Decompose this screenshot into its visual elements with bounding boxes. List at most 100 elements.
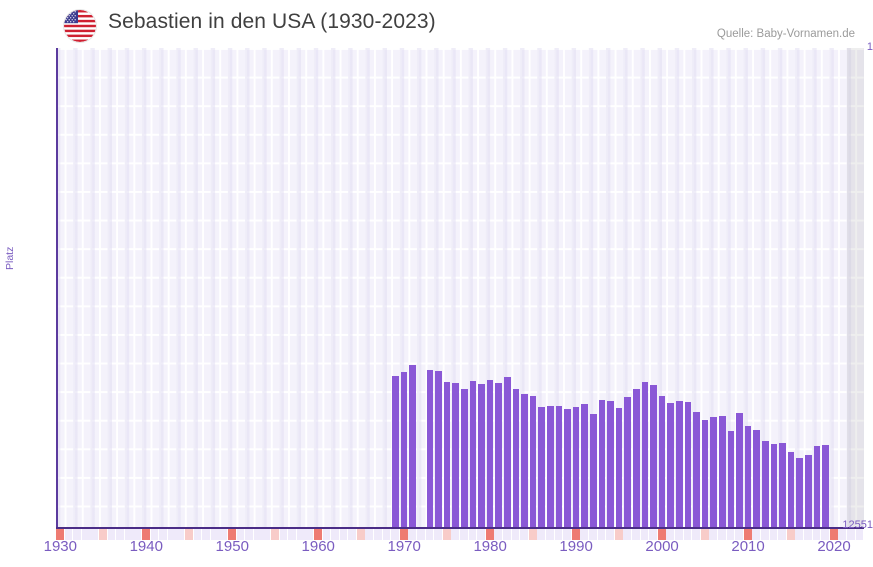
bar bbox=[547, 406, 554, 527]
bar bbox=[443, 382, 451, 527]
bar bbox=[718, 416, 726, 527]
tick-cell bbox=[640, 529, 649, 540]
tick-cell bbox=[666, 529, 675, 540]
us-flag-icon bbox=[64, 10, 96, 42]
tick-cell bbox=[124, 529, 133, 540]
tick-cell bbox=[374, 529, 382, 540]
bar bbox=[615, 408, 623, 527]
bar bbox=[607, 401, 614, 527]
x-axis-line bbox=[56, 527, 864, 529]
tick-cell bbox=[795, 529, 804, 540]
bar bbox=[744, 426, 752, 527]
tick-cell bbox=[494, 529, 503, 540]
tick-cell bbox=[674, 529, 683, 540]
tick-cell bbox=[236, 529, 245, 540]
tick-mark-minor bbox=[700, 529, 709, 540]
bar bbox=[581, 404, 588, 527]
tick-cell bbox=[606, 529, 614, 540]
bar bbox=[710, 417, 717, 527]
tick-mark-minor bbox=[528, 529, 537, 540]
y-axis-title: Platz bbox=[4, 246, 16, 270]
tick-cell bbox=[296, 529, 305, 540]
tick-mark-minor bbox=[442, 529, 451, 540]
tick-cell bbox=[649, 529, 657, 540]
tick-cell bbox=[735, 529, 743, 540]
tick-cell bbox=[580, 529, 589, 540]
tick-cell bbox=[752, 529, 761, 540]
tick-cell bbox=[167, 529, 176, 540]
tick-cell bbox=[511, 529, 520, 540]
bar bbox=[486, 380, 494, 527]
tick-cell bbox=[116, 529, 124, 540]
tick-cell bbox=[855, 529, 864, 540]
tick-cell bbox=[760, 529, 769, 540]
bar bbox=[650, 385, 657, 527]
tick-cell bbox=[546, 529, 554, 540]
tick-cell bbox=[391, 529, 400, 540]
y-axis-line bbox=[56, 48, 58, 527]
tick-cell bbox=[279, 529, 288, 540]
tick-cell bbox=[339, 529, 348, 540]
chart-header: Sebastien in den USA (1930-2023) Quelle:… bbox=[0, 0, 873, 46]
tick-cell bbox=[348, 529, 357, 540]
tick-cell bbox=[821, 529, 829, 540]
tick-cell bbox=[778, 529, 786, 540]
y-axis-top-label: 1 bbox=[866, 41, 873, 53]
tick-cell bbox=[322, 529, 331, 540]
tick-mark-major bbox=[56, 529, 64, 540]
tick-cell bbox=[262, 529, 271, 540]
tick-cell bbox=[133, 529, 142, 540]
y-axis-bottom-label: 12551 bbox=[842, 519, 873, 531]
x-axis-tick-label: 2020 bbox=[817, 538, 851, 555]
tick-mark-major bbox=[571, 529, 580, 540]
x-axis-tick-label: 1950 bbox=[215, 538, 249, 555]
tick-cell bbox=[623, 529, 632, 540]
bar bbox=[787, 452, 795, 527]
tick-cell bbox=[382, 529, 391, 540]
bar bbox=[632, 389, 640, 527]
bar bbox=[624, 397, 631, 527]
bar bbox=[469, 381, 477, 527]
bar bbox=[555, 406, 563, 527]
tick-mark-minor bbox=[270, 529, 279, 540]
bar bbox=[804, 455, 812, 527]
tick-cell bbox=[150, 529, 159, 540]
tick-cell bbox=[331, 529, 339, 540]
bar bbox=[590, 414, 597, 527]
tick-cell bbox=[245, 529, 253, 540]
tick-cell bbox=[683, 529, 692, 540]
tick-mark-minor bbox=[356, 529, 365, 540]
tick-cell bbox=[554, 529, 563, 540]
tick-cell bbox=[846, 529, 855, 540]
bar bbox=[598, 400, 606, 527]
bar bbox=[400, 372, 408, 527]
tick-mark-minor bbox=[184, 529, 193, 540]
tick-mark-major bbox=[227, 529, 236, 540]
bar bbox=[753, 430, 760, 527]
chart-plot-area bbox=[56, 48, 864, 527]
bar bbox=[667, 403, 674, 527]
bar bbox=[512, 389, 520, 527]
bar bbox=[779, 443, 786, 527]
tick-cell bbox=[692, 529, 700, 540]
tick-cell bbox=[176, 529, 185, 540]
bar bbox=[813, 446, 821, 527]
x-axis-tick-label: 1940 bbox=[129, 538, 163, 555]
bar bbox=[495, 383, 503, 527]
bar bbox=[572, 407, 580, 527]
bar bbox=[461, 389, 468, 527]
tick-cell bbox=[365, 529, 374, 540]
bar bbox=[529, 396, 537, 527]
tick-mark-major bbox=[141, 529, 150, 540]
tick-cell bbox=[803, 529, 812, 540]
tick-cell bbox=[451, 529, 460, 540]
tick-cell bbox=[425, 529, 434, 540]
tick-cell bbox=[838, 529, 847, 540]
bar bbox=[435, 371, 442, 527]
bar bbox=[564, 409, 571, 527]
tick-cell bbox=[107, 529, 116, 540]
bar bbox=[796, 458, 803, 527]
bar bbox=[504, 377, 511, 527]
bar bbox=[521, 394, 528, 527]
bar bbox=[727, 431, 735, 527]
